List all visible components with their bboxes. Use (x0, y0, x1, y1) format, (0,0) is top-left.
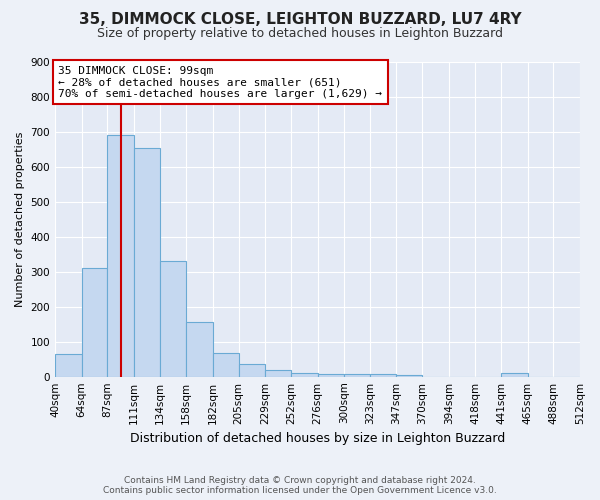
X-axis label: Distribution of detached houses by size in Leighton Buzzard: Distribution of detached houses by size … (130, 432, 505, 445)
Bar (160, 261, 186, 376)
Bar (82, 268, 107, 376)
Bar (397, 375, 422, 376)
Bar (186, 322, 213, 376)
Bar (501, 373, 528, 376)
Y-axis label: Number of detached properties: Number of detached properties (15, 132, 25, 307)
Bar (291, 373, 317, 376)
Text: 35, DIMMOCK CLOSE, LEIGHTON BUZZARD, LU7 4RY: 35, DIMMOCK CLOSE, LEIGHTON BUZZARD, LU7… (79, 12, 521, 28)
Bar (134, 148, 160, 376)
Text: Contains HM Land Registry data © Crown copyright and database right 2024.
Contai: Contains HM Land Registry data © Crown c… (103, 476, 497, 495)
Bar (265, 370, 291, 376)
Bar (213, 353, 239, 376)
Bar (239, 364, 265, 376)
Bar (370, 374, 397, 376)
Text: 35 DIMMOCK CLOSE: 99sqm
← 28% of detached houses are smaller (651)
70% of semi-d: 35 DIMMOCK CLOSE: 99sqm ← 28% of detache… (58, 66, 382, 99)
Bar (55, 354, 82, 376)
Text: Size of property relative to detached houses in Leighton Buzzard: Size of property relative to detached ho… (97, 28, 503, 40)
Bar (107, 135, 134, 376)
Bar (317, 374, 344, 376)
Bar (344, 374, 370, 376)
